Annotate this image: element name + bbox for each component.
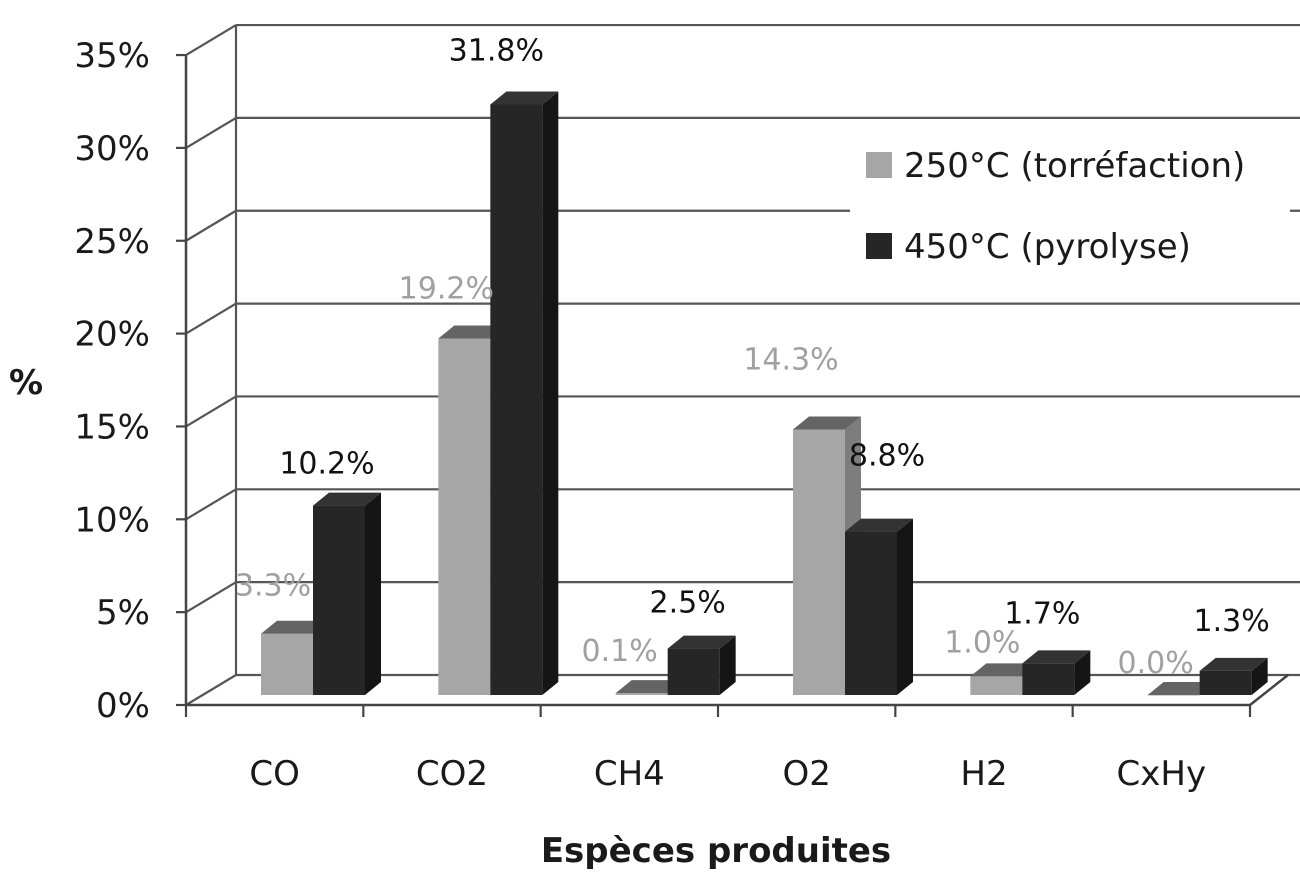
side-wall-line (185, 488, 237, 521)
bar-top (845, 518, 913, 532)
bar-side (542, 91, 559, 695)
bar-CO-pyrolyse (313, 492, 381, 695)
legend-label-torrefaction: 250°C (torréfaction) (904, 146, 1245, 186)
side-wall-line (185, 24, 237, 56)
floor-right-edge (1249, 674, 1289, 706)
bar-front (438, 338, 491, 695)
axes: 0% 5% 10% 15% 20% 25% 30% 35% CO CO2 CH4 O2 H2 CxHy (74, 36, 1289, 794)
bar-front (490, 104, 543, 695)
bar-front (1022, 663, 1075, 695)
bar-CxHy-torrefaction (1147, 682, 1216, 696)
bar-front (667, 648, 720, 695)
y-tick-label: 35% (74, 36, 150, 76)
bar-front (1199, 670, 1252, 695)
y-tick-label: 30% (74, 129, 150, 169)
bar-CxHy-pyrolyse (1199, 657, 1268, 695)
bar-top (1147, 682, 1216, 695)
bar-front (970, 676, 1023, 695)
bar-CH4-pyrolyse (667, 635, 736, 695)
y-tick-label: 15% (74, 407, 150, 447)
data-label: 14.3% (743, 342, 838, 377)
bar-top (667, 635, 736, 649)
y-tick-label: 5% (96, 593, 150, 633)
data-label: 1.7% (1004, 596, 1080, 631)
x-tick-label: CO2 (416, 754, 488, 794)
side-wall-line (185, 395, 237, 428)
y-tick-label: 20% (74, 315, 150, 355)
side-wall-line (185, 302, 237, 335)
data-label: 0.0% (1118, 646, 1194, 681)
bar-front (845, 531, 897, 695)
gridlines (185, 23, 1300, 706)
bar-front (1147, 695, 1200, 696)
bar-side (719, 635, 736, 695)
side-wall-line (185, 674, 237, 706)
data-label: 1.3% (1194, 604, 1270, 639)
x-tick-label: CH4 (594, 754, 665, 794)
bar-top (438, 325, 507, 339)
bar-top (970, 663, 1039, 677)
bar-top (1022, 650, 1091, 664)
data-label: 0.1% (582, 634, 658, 669)
y-tick-label: 0% (96, 686, 150, 726)
legend-swatch-torrefaction (866, 152, 892, 178)
side-wall-line (185, 581, 237, 614)
bar-top (490, 91, 559, 105)
data-label: 31.8% (449, 33, 544, 68)
x-tick-label: CxHy (1117, 754, 1207, 794)
data-labels: 3.3% 10.2% 19.2% 31.8% 0.1% 2.5% 14.3% 8.8% 1.0%… (235, 33, 1270, 681)
side-wall-line (185, 209, 237, 242)
legend-background (850, 138, 1290, 278)
data-label: 2.5% (650, 586, 726, 621)
data-label: 8.8% (849, 439, 925, 474)
data-label: 3.3% (235, 569, 311, 604)
bar-front (261, 633, 313, 695)
legend: 250°C (torréfaction) 450°C (pyrolyse) (850, 138, 1290, 278)
bar-front (313, 505, 365, 695)
x-tick-label: H2 (960, 754, 1007, 794)
bar-top (261, 620, 329, 634)
bar-top (793, 416, 861, 430)
data-label: 19.2% (399, 271, 494, 306)
bar-side (365, 492, 381, 695)
bar-front (615, 693, 668, 695)
legend-label-pyrolyse: 450°C (pyrolyse) (904, 227, 1191, 267)
x-tick-label: O2 (782, 754, 830, 794)
bar-CO2-pyrolyse (490, 91, 559, 695)
bar-top (615, 680, 684, 694)
legend-swatch-pyrolyse (866, 233, 892, 259)
bar-side (897, 518, 913, 695)
bar-top (313, 492, 381, 506)
bar-front (793, 429, 845, 695)
data-label: 1.0% (944, 625, 1020, 660)
y-tick-label: 25% (74, 222, 150, 262)
data-label: 10.2% (279, 447, 374, 482)
bars (261, 91, 1268, 696)
bar-H2-pyrolyse (1022, 650, 1091, 695)
side-wall-line (185, 116, 237, 149)
bar-side (1251, 657, 1268, 695)
y-axis-title: % (9, 363, 43, 403)
x-tick-label: CO (249, 754, 300, 794)
bar-top (1199, 657, 1268, 671)
y-tick-label: 10% (74, 500, 150, 540)
x-axis-title: Espèces produites (541, 831, 891, 871)
bar-side (1074, 650, 1091, 695)
bar-O2-pyrolyse (845, 518, 913, 695)
